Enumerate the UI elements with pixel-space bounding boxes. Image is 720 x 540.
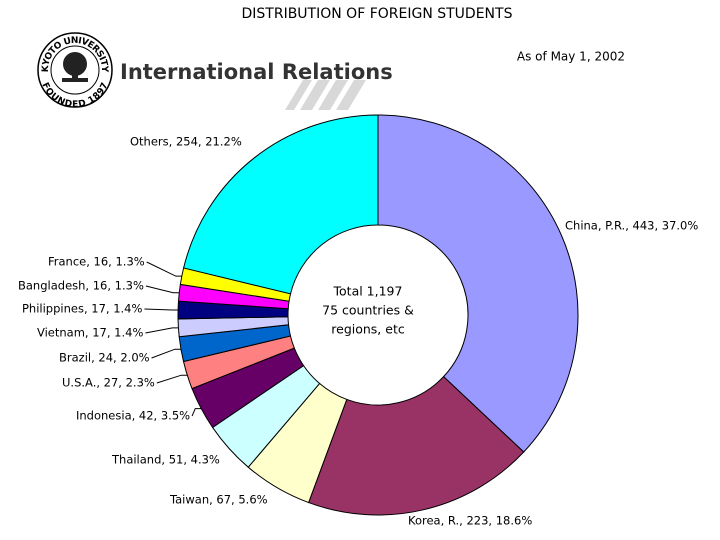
data-label: U.S.A., 27, 2.3% — [62, 376, 155, 390]
logo: KYOTO UNIVERSITY FOUNDED 1897 — [37, 32, 113, 110]
data-label: Indonesia, 42, 3.5% — [76, 409, 190, 423]
donut-chart: China, P.R., 443, 37.0% Korea, R., 223, 1… — [18, 114, 698, 528]
slice — [377, 114, 579, 453]
data-label: France, 16, 1.3% — [48, 255, 145, 269]
logo-bottom: FOUNDED 1897 — [40, 81, 110, 109]
logo-text: FOUNDED 1897 — [40, 81, 110, 109]
annotation: As of May 1, 2002 — [517, 50, 625, 64]
center-text: 75 countries & — [322, 303, 414, 318]
data-label: Brazil, 24, 2.0% — [59, 351, 150, 365]
data-label: Korea, R., 223, 18.6% — [408, 514, 532, 528]
data-label: Philippines, 17, 1.4% — [22, 302, 143, 316]
decoration — [285, 80, 366, 110]
center-text: regions, etc — [331, 322, 405, 337]
slice — [307, 375, 525, 516]
data-label: Taiwan, 67, 5.6% — [169, 493, 268, 507]
data-label: Others, 254, 21.2% — [130, 135, 242, 149]
header-title: International Relations — [120, 60, 393, 84]
leader-line — [146, 261, 182, 277]
leader-line — [156, 374, 188, 384]
data-label: Thailand, 51, 4.3% — [111, 453, 220, 467]
chart-title: DISTRIBUTION OF FOREIGN STUDENTS — [242, 6, 513, 22]
leader-line — [145, 285, 180, 294]
data-label: Bangladesh, 16, 1.3% — [18, 279, 144, 293]
center-text: Total 1,197 — [333, 284, 403, 299]
leader-line — [191, 408, 202, 417]
leader-line — [151, 348, 181, 359]
leader-line — [144, 308, 179, 311]
data-label: Vietnam, 17, 1.4% — [37, 326, 143, 340]
data-label: China, P.R., 443, 37.0% — [565, 219, 698, 233]
leader-line — [145, 327, 179, 334]
slice — [183, 114, 379, 295]
